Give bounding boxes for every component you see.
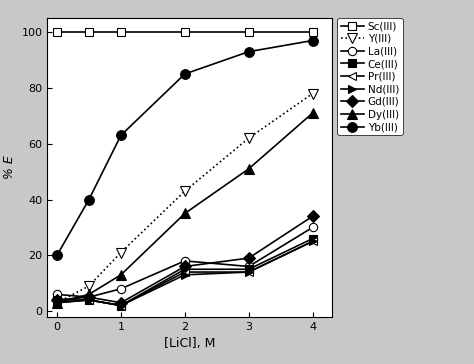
Y-axis label: % E: % E [3, 155, 16, 179]
X-axis label: [LiCl], M: [LiCl], M [164, 337, 215, 350]
Legend: Sc(III), Y(III), La(III), Ce(III), Pr(III), Nd(III), Gd(III), Dy(III), Yb(III): Sc(III), Y(III), La(III), Ce(III), Pr(II… [337, 18, 402, 135]
